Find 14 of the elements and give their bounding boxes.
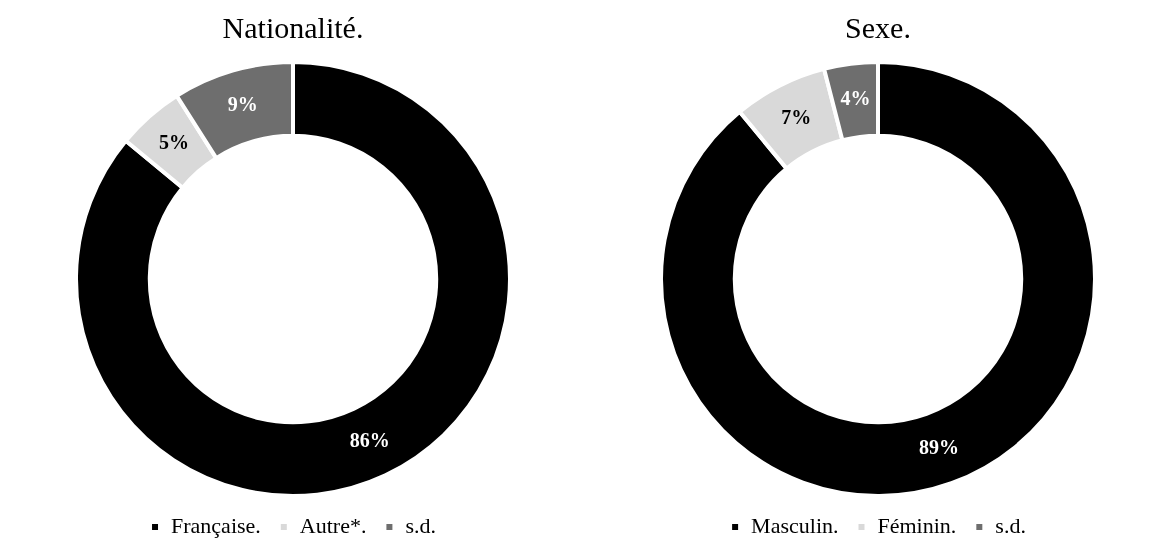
data-label: 4% bbox=[840, 87, 871, 110]
legend-label: Féminin. bbox=[877, 512, 957, 538]
data-label: 86% bbox=[349, 429, 390, 452]
chart-title: Nationalité. bbox=[222, 10, 364, 44]
data-label: 89% bbox=[919, 435, 960, 458]
legend-label: s.d. bbox=[405, 512, 436, 538]
legend-label: Française. bbox=[171, 512, 261, 538]
data-label: 5% bbox=[158, 131, 189, 154]
legend-label: Autre*. bbox=[299, 512, 367, 538]
legend-label: s.d. bbox=[995, 512, 1026, 538]
data-label: 9% bbox=[227, 93, 258, 116]
data-label: 7% bbox=[781, 105, 812, 128]
legend-label: Masculin. bbox=[751, 512, 839, 538]
chart-title: Sexe. bbox=[845, 10, 911, 44]
